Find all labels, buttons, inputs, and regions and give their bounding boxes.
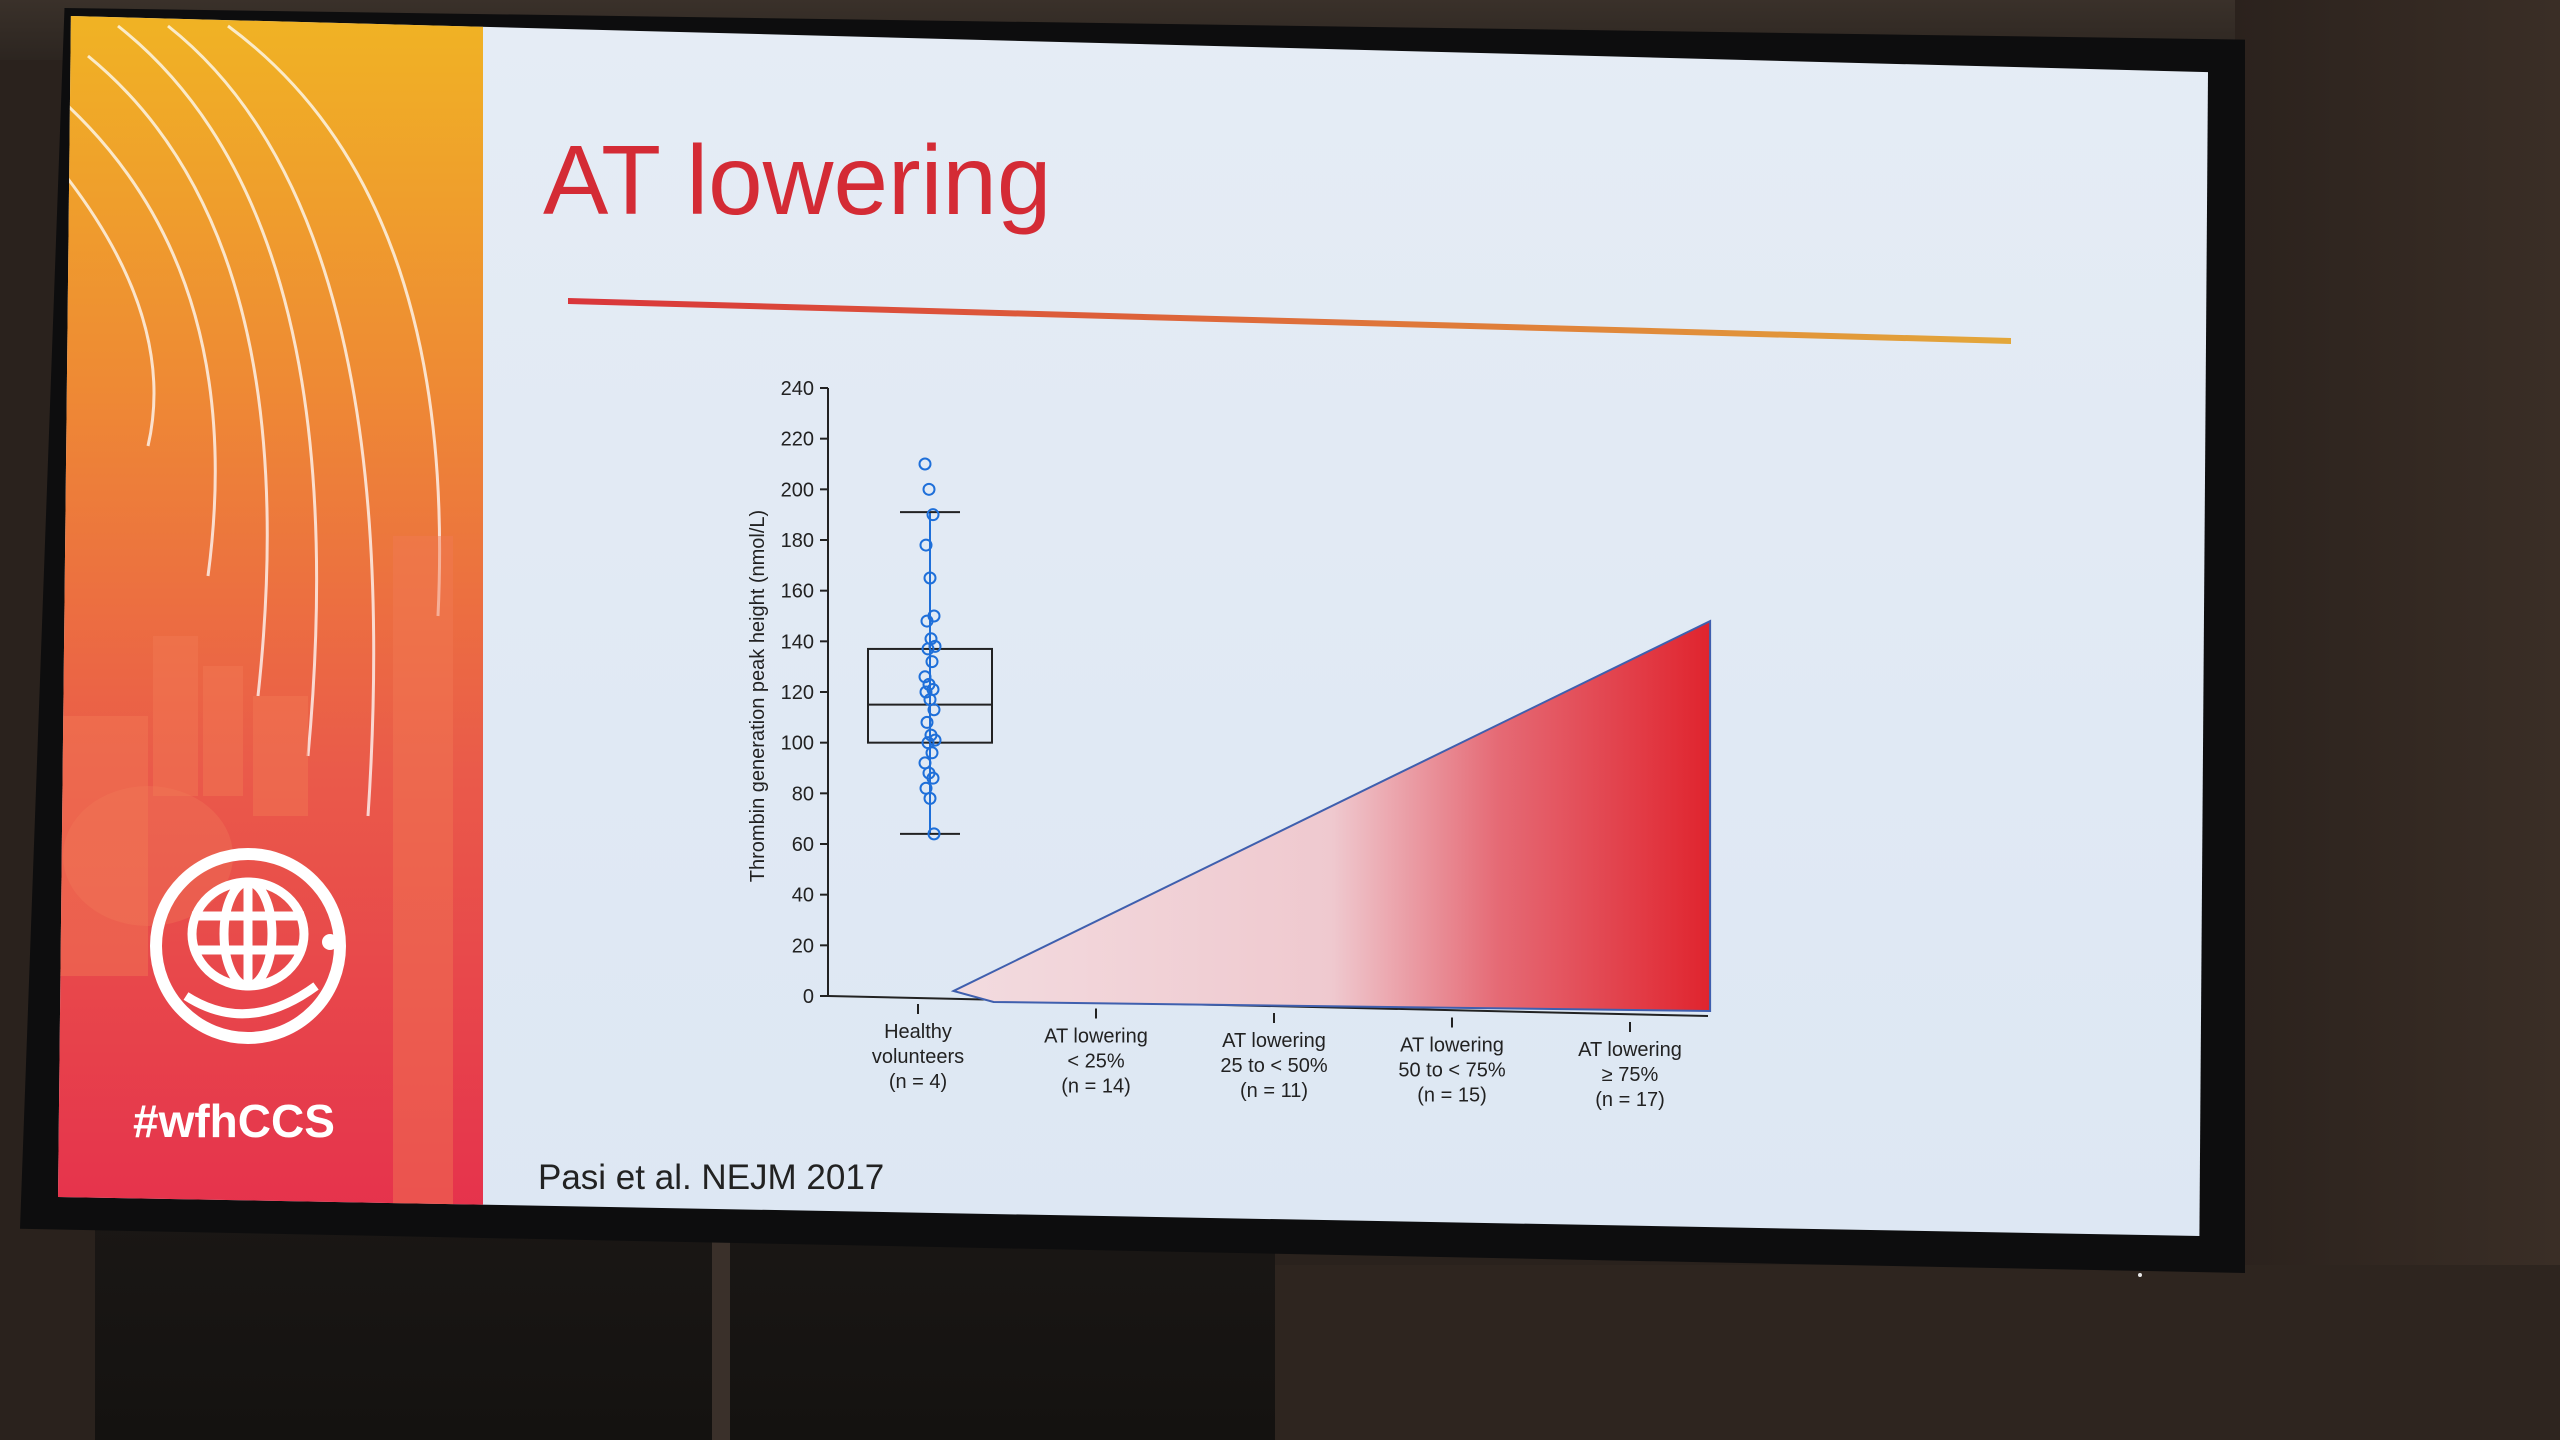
x-category-label: (n = 4): [889, 1071, 947, 1093]
x-axis-categories: Healthy volunteers (n = 4) AT lowering < 25%…: [872, 1004, 1682, 1111]
room-wall-right: [2235, 0, 2560, 1440]
title-underline: [568, 298, 2011, 344]
x-category-label: 25 to < 50%: [1220, 1055, 1328, 1077]
x-category-label: AT lowering: [1044, 1026, 1148, 1048]
y-axis-ticks: 0 20 40 60 80 100 120 140 160 180 200 220 240: [781, 378, 828, 1008]
data-point: [926, 508, 940, 522]
y-tick-label: 40: [792, 885, 814, 907]
overlay-wedge-shape: [950, 619, 1712, 1013]
y-tick-label: 240: [781, 378, 814, 400]
x-category-label: ≥ 75%: [1602, 1064, 1659, 1086]
decorative-arcs: [58, 24, 453, 1236]
presentation-slide: #wfhCCS AT lowering 0 20 40 60 80 100 120 140 16…: [58, 16, 2208, 1236]
x-category-label: (n = 14): [1061, 1076, 1130, 1098]
y-tick-label: 0: [803, 986, 814, 1008]
x-category-label: (n = 17): [1595, 1089, 1664, 1111]
data-point: [921, 642, 935, 656]
x-category-label: (n = 11): [1240, 1080, 1308, 1102]
box-plot-chart: 0 20 40 60 80 100 120 140 160 180 200 220 240 Health…: [747, 378, 1712, 1111]
x-category-label: 50 to < 75%: [1398, 1060, 1506, 1082]
x-category-label: < 25%: [1067, 1051, 1124, 1073]
data-point: [923, 791, 937, 805]
y-tick-label: 160: [781, 581, 814, 603]
x-category-label: AT lowering: [1400, 1035, 1504, 1057]
data-point: [927, 827, 941, 841]
y-tick-label: 100: [781, 733, 814, 755]
x-category-label: (n = 15): [1417, 1085, 1486, 1107]
data-point: [926, 771, 940, 785]
y-tick-label: 20: [792, 935, 814, 957]
data-point: [925, 746, 939, 760]
data-point: [920, 715, 934, 729]
x-category-label: AT lowering: [1222, 1030, 1326, 1052]
side-panel: #wfhCCS: [58, 16, 483, 1236]
data-point: [927, 703, 941, 717]
globe-hand-icon: [150, 848, 346, 1044]
data-point: [925, 655, 939, 669]
y-tick-label: 200: [781, 479, 814, 501]
data-point: [922, 482, 936, 496]
y-tick-label: 220: [781, 429, 814, 451]
y-tick-label: 80: [792, 783, 814, 805]
data-point: [919, 538, 933, 552]
y-tick-label: 120: [781, 682, 814, 704]
monitor-stand-post: [712, 1240, 730, 1440]
y-tick-label: 180: [781, 530, 814, 552]
x-category-label: AT lowering: [1578, 1039, 1682, 1061]
x-category-label: Healthy: [884, 1021, 952, 1043]
x-category-label: volunteers: [872, 1046, 964, 1068]
monitor-stand: [95, 1220, 1275, 1440]
data-point: [928, 639, 942, 653]
data-point: [928, 733, 942, 747]
slide-title: AT lowering: [543, 125, 1052, 235]
power-indicator-light: [2138, 1273, 2142, 1277]
overlay-wedge: [950, 619, 1712, 1013]
data-point: [920, 614, 934, 628]
healthy-volunteers-boxplot: [867, 457, 993, 841]
y-axis-label: Thrombin generation peak height (nmol/L): [747, 510, 769, 882]
data-point: [918, 457, 932, 471]
citation-text: Pasi et al. NEJM 2017: [538, 1158, 885, 1197]
hashtag-label: #wfhCCS: [133, 1095, 335, 1147]
data-point: [923, 571, 937, 585]
y-tick-label: 60: [792, 834, 814, 856]
y-tick-label: 140: [781, 631, 814, 653]
room-floor: [1275, 1265, 2560, 1440]
